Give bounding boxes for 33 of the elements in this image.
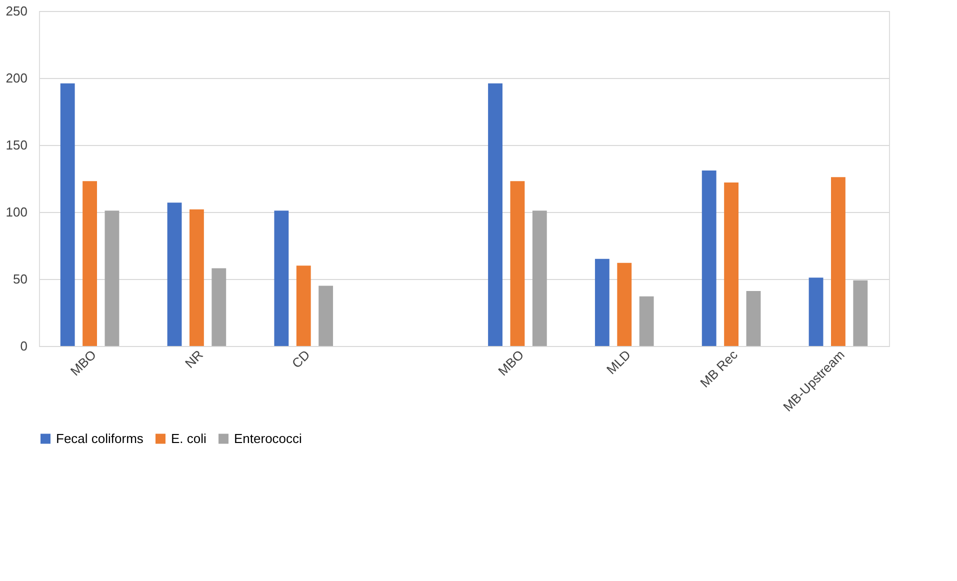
y-tick-label: 100 bbox=[6, 204, 28, 220]
bar bbox=[639, 296, 654, 346]
bar bbox=[510, 181, 525, 346]
bar bbox=[488, 83, 502, 346]
bar bbox=[167, 202, 182, 346]
bar bbox=[274, 210, 289, 346]
bar bbox=[532, 210, 547, 346]
legend-label: Fecal coliforms bbox=[56, 430, 144, 446]
y-tick-label: 50 bbox=[13, 272, 28, 286]
bar bbox=[746, 291, 761, 346]
bar bbox=[189, 209, 204, 346]
bar bbox=[296, 266, 311, 346]
bar bbox=[853, 280, 868, 346]
y-tick-label: 150 bbox=[6, 138, 28, 152]
x-tick-label: NR bbox=[182, 347, 206, 371]
bar bbox=[82, 181, 97, 346]
y-tick-label: 200 bbox=[6, 70, 28, 86]
bar bbox=[702, 170, 716, 346]
bar bbox=[104, 210, 120, 346]
bar bbox=[212, 268, 226, 346]
y-tick-label: 250 bbox=[6, 4, 28, 18]
bar bbox=[724, 182, 739, 346]
bar bbox=[318, 286, 334, 346]
bar bbox=[617, 262, 632, 346]
bar bbox=[594, 258, 610, 346]
legend-label: E. coli bbox=[171, 430, 207, 446]
bar bbox=[831, 177, 846, 346]
legend-label: Enterococci bbox=[234, 430, 302, 446]
x-tick-label: MB Rec bbox=[697, 346, 741, 390]
bar bbox=[60, 83, 75, 346]
y-tick-label: 0 bbox=[20, 338, 28, 354]
bar bbox=[808, 278, 824, 346]
x-tick-label: CD bbox=[288, 347, 313, 371]
